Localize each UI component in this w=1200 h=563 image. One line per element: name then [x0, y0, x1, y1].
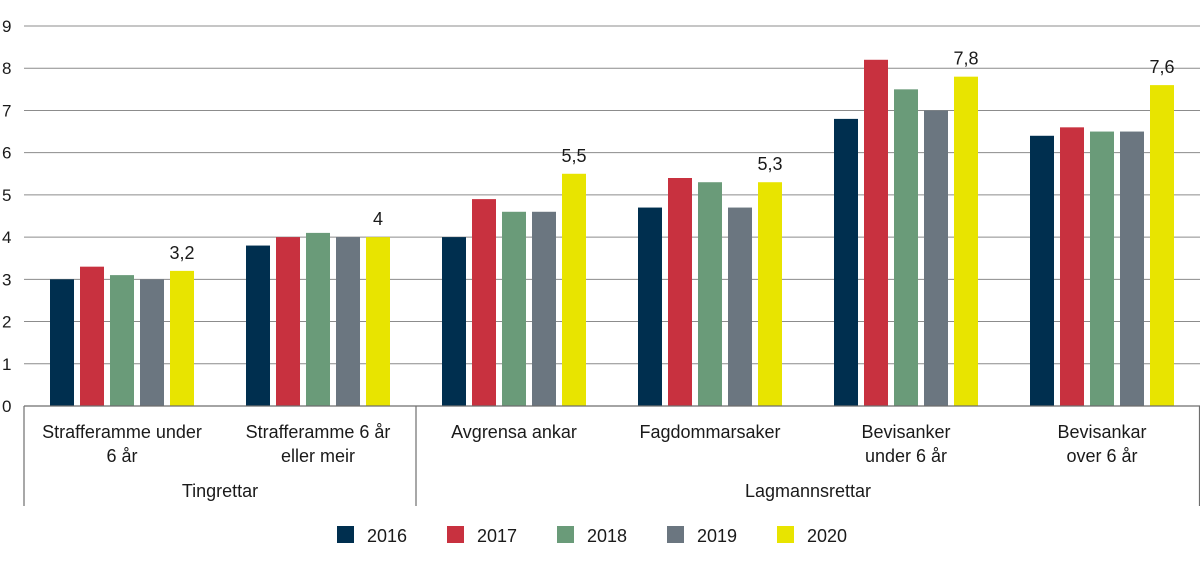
bar-2017 — [668, 178, 692, 406]
legend-item-2018[interactable]: 2018 — [557, 526, 627, 546]
legend-item-2019[interactable]: 2019 — [667, 526, 737, 546]
legend-label: 2019 — [697, 526, 737, 546]
bar-2020 — [1150, 85, 1174, 406]
category-label: Strafferamme 6 år — [246, 422, 391, 442]
bar-2016 — [834, 118, 858, 406]
bar-2016 — [50, 279, 74, 406]
bar-2016 — [442, 237, 466, 406]
category-label: over 6 år — [1066, 446, 1137, 466]
legend-label: 2018 — [587, 526, 627, 546]
data-label: 7,6 — [1149, 57, 1174, 77]
bar-2019 — [532, 211, 556, 406]
group-label: Tingrettar — [182, 481, 258, 501]
bar-2016 — [638, 207, 662, 406]
data-label: 4 — [373, 209, 383, 229]
y-tick-label: 2 — [2, 313, 11, 332]
y-tick-label: 3 — [2, 270, 11, 289]
y-tick-label: 8 — [2, 59, 11, 78]
data-label: 7,8 — [953, 49, 978, 69]
y-tick-label: 9 — [2, 17, 11, 36]
bar-2019 — [140, 279, 164, 406]
bar-2020 — [170, 270, 194, 406]
legend[interactable]: 2016 2017 2018 2019 2020 — [337, 526, 847, 546]
bar-2019 — [336, 237, 360, 406]
legend-label: 2020 — [807, 526, 847, 546]
data-label: 5,5 — [561, 146, 586, 166]
bar-2018 — [110, 275, 134, 406]
legend-item-2020[interactable]: 2020 — [777, 526, 847, 546]
legend-swatch — [557, 526, 574, 543]
bar-2020 — [366, 237, 390, 406]
bar-2020 — [562, 173, 586, 406]
category-label: Bevisanker — [861, 422, 950, 442]
bar-2017 — [276, 237, 300, 406]
y-tick-label: 0 — [2, 397, 11, 416]
bar-2019 — [924, 110, 948, 406]
category-label: Avgrensa ankar — [451, 422, 577, 442]
y-tick-label: 1 — [2, 355, 11, 374]
bar-2018 — [698, 182, 722, 406]
legend-swatch — [337, 526, 354, 543]
category-label: Fagdommarsaker — [639, 422, 780, 442]
group-label: Lagmannsrettar — [745, 481, 871, 501]
bar-2018 — [502, 211, 526, 406]
legend-label: 2017 — [477, 526, 517, 546]
bar-2020 — [954, 76, 978, 407]
legend-label: 2016 — [367, 526, 407, 546]
bar-2016 — [246, 245, 270, 406]
y-tick-label: 5 — [2, 186, 11, 205]
legend-swatch — [777, 526, 794, 543]
legend-swatch — [667, 526, 684, 543]
y-tick-label: 6 — [2, 144, 11, 163]
bar-2017 — [1060, 127, 1084, 406]
bar-2018 — [1090, 131, 1114, 407]
bar-2017 — [472, 199, 496, 406]
bar-2016 — [1030, 135, 1054, 406]
category-label: eller meir — [281, 446, 355, 466]
legend-item-2017[interactable]: 2017 — [447, 526, 517, 546]
x-axis: Strafferamme under 6 år Strafferamme 6 år e… — [23, 405, 1200, 506]
bars — [50, 59, 1174, 407]
bar-2020 — [758, 182, 782, 406]
data-labels: 3,2 4 5,5 5,3 7,8 7,6 — [169, 49, 1174, 263]
category-label: 6 år — [106, 446, 137, 466]
legend-swatch — [447, 526, 464, 543]
y-tick-label: 7 — [2, 101, 11, 120]
bar-2018 — [894, 89, 918, 406]
bar-2018 — [306, 232, 330, 406]
category-label: under 6 år — [865, 446, 947, 466]
bar-2019 — [1120, 131, 1144, 407]
category-label: Bevisankar — [1057, 422, 1146, 442]
data-label: 3,2 — [169, 243, 194, 263]
y-tick-label: 4 — [2, 228, 11, 247]
bar-2017 — [80, 266, 104, 406]
y-axis-ticks: 0 1 2 3 4 5 6 7 8 9 — [2, 17, 11, 416]
data-label: 5,3 — [757, 154, 782, 174]
gridlines — [24, 25, 1200, 365]
legend-item-2016[interactable]: 2016 — [337, 526, 407, 546]
bar-2019 — [728, 207, 752, 406]
category-label: Strafferamme under — [42, 422, 202, 442]
bar-2017 — [864, 59, 888, 407]
